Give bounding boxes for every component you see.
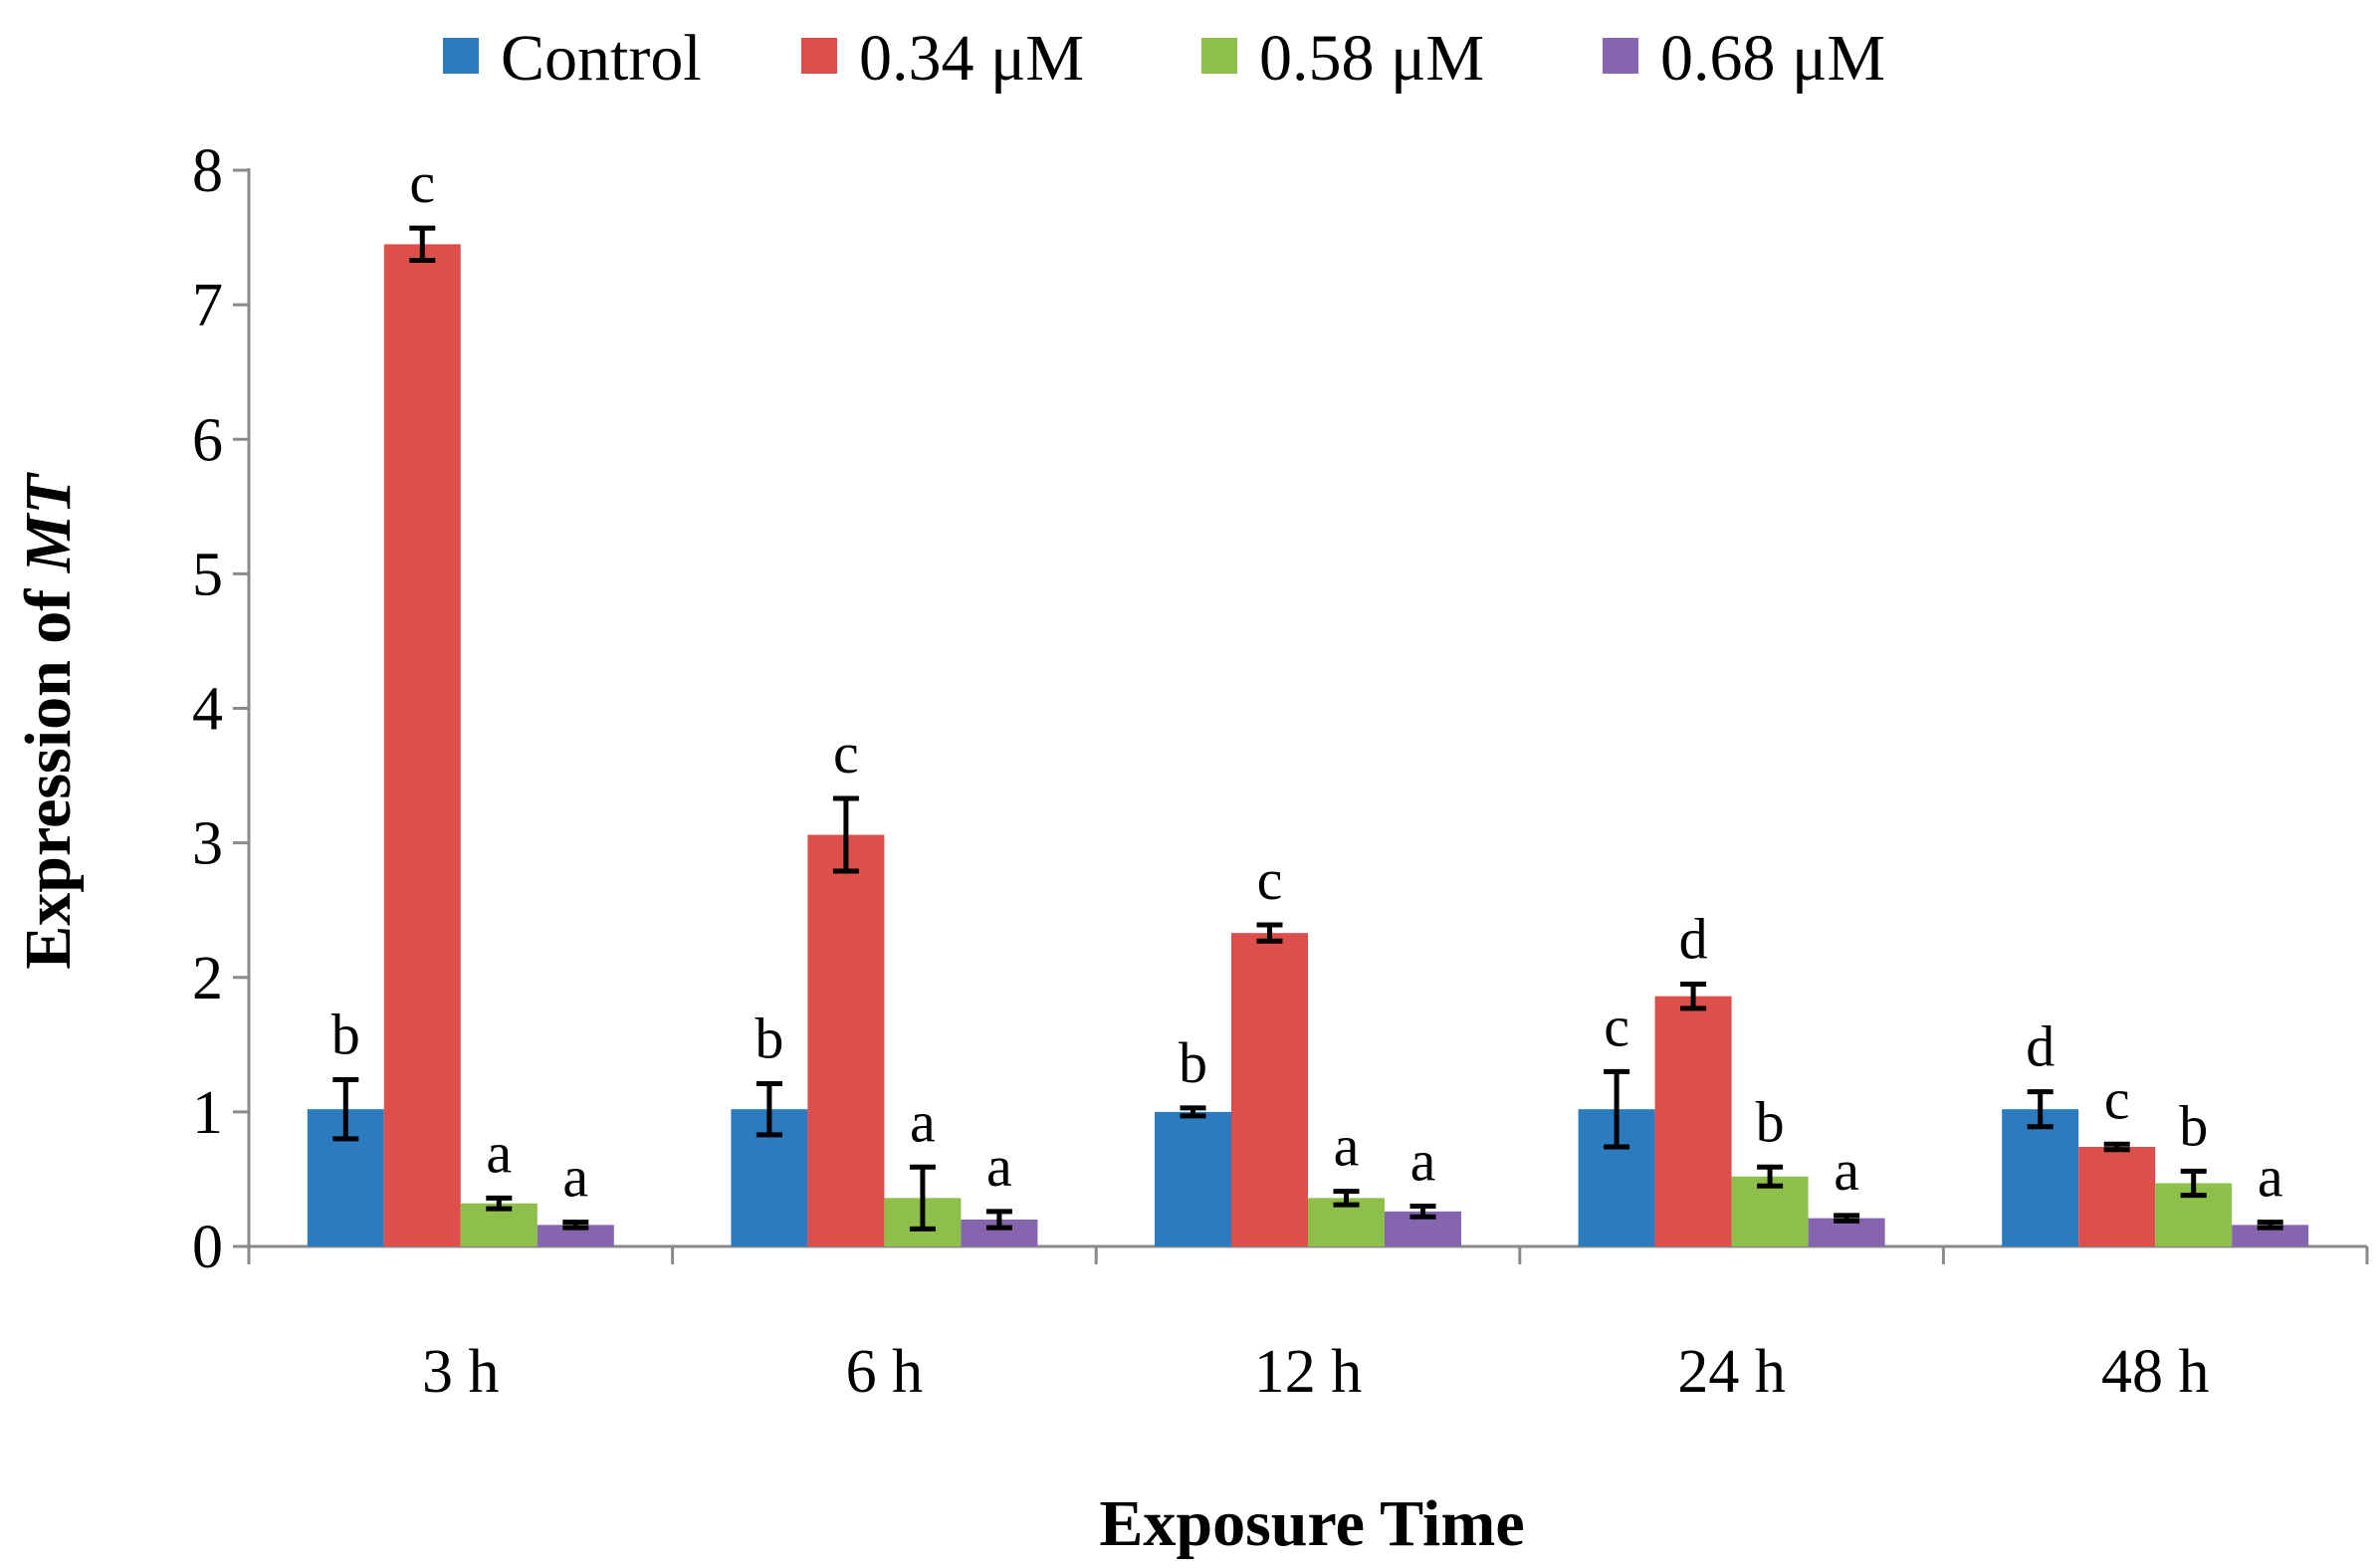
bar-control (2002, 1109, 2079, 1246)
bar-control (1155, 1111, 1231, 1246)
y-tick-label: 2 (192, 945, 223, 1012)
legend-swatch-control (443, 38, 479, 74)
x-axis-title: Exposure Time (1099, 1487, 1524, 1560)
legend-swatch-0-58-m (1201, 38, 1237, 74)
significance-label: b (2179, 1093, 2208, 1158)
x-tick-label: 3 h (422, 1338, 500, 1406)
significance-label: d (1679, 907, 1708, 972)
bar-0-34-m (807, 834, 885, 1246)
x-tick-label: 12 h (1254, 1338, 1363, 1406)
legend-swatch-0-68-m (1603, 38, 1638, 74)
bars (307, 244, 2309, 1247)
significance-label: c (1257, 847, 1283, 912)
bar-0-34-m (2078, 1147, 2156, 1246)
significance-label: c (1604, 994, 1629, 1058)
y-axis-title-italic: MT (12, 472, 85, 574)
y-tick-label: 7 (192, 272, 223, 339)
x-tick-label: 24 h (1677, 1338, 1786, 1406)
legend-label-0-34-m: 0.34 μM (859, 22, 1084, 95)
bar-0-68-m (2232, 1225, 2309, 1246)
bar-0-34-m (1231, 933, 1308, 1246)
legend: Control 0.34 μM 0.58 μM 0.68 μM (443, 22, 1885, 95)
bar-0-34-m (1654, 996, 1732, 1246)
significance-label: a (2258, 1145, 2283, 1210)
significance-label: d (2026, 1014, 2055, 1079)
significance-label: b (755, 1006, 783, 1070)
significance-label: a (986, 1134, 1012, 1199)
significance-label: a (486, 1120, 512, 1185)
significance-label: b (331, 1002, 360, 1066)
y-axis: 0 1 2 3 4 5 6 7 8 (192, 137, 251, 1281)
y-tick-label: 4 (192, 676, 223, 744)
y-tick-label: 8 (192, 137, 223, 205)
legend-label-0-68-m: 0.68 μM (1660, 22, 1885, 95)
error-bars (332, 225, 2283, 1232)
y-tick-label: 0 (192, 1214, 223, 1281)
significance-label: a (562, 1145, 588, 1210)
significance-label: b (1756, 1089, 1785, 1154)
x-axis: 3 h 6 h 12 h 24 h 48 h (247, 1244, 2369, 1406)
significance-label: c (2104, 1066, 2130, 1131)
legend-swatch-0-34-m (801, 38, 837, 74)
legend-label-control: Control (501, 22, 702, 95)
x-tick-label: 6 h (846, 1338, 924, 1406)
significance-label: a (1410, 1128, 1436, 1193)
significance-label: a (1334, 1114, 1360, 1179)
y-tick-label: 1 (192, 1079, 223, 1147)
y-tick-label: 6 (192, 406, 223, 474)
y-axis-title: Expression of MT (12, 472, 85, 970)
y-axis-title-prefix: Expression of (12, 572, 85, 970)
bar-0-34-m (383, 244, 461, 1247)
significance-label: c (409, 150, 435, 215)
significance-label: b (1179, 1030, 1207, 1095)
bar-0-68-m (537, 1225, 614, 1246)
legend-label-0-58-m: 0.58 μM (1259, 22, 1484, 95)
y-tick-label: 3 (192, 810, 223, 878)
significance-label: a (1834, 1138, 1859, 1203)
y-tick-label: 5 (192, 541, 223, 608)
significance-label: c (833, 721, 859, 785)
significance-label: a (910, 1089, 936, 1154)
x-tick-label: 48 h (2101, 1338, 2210, 1406)
